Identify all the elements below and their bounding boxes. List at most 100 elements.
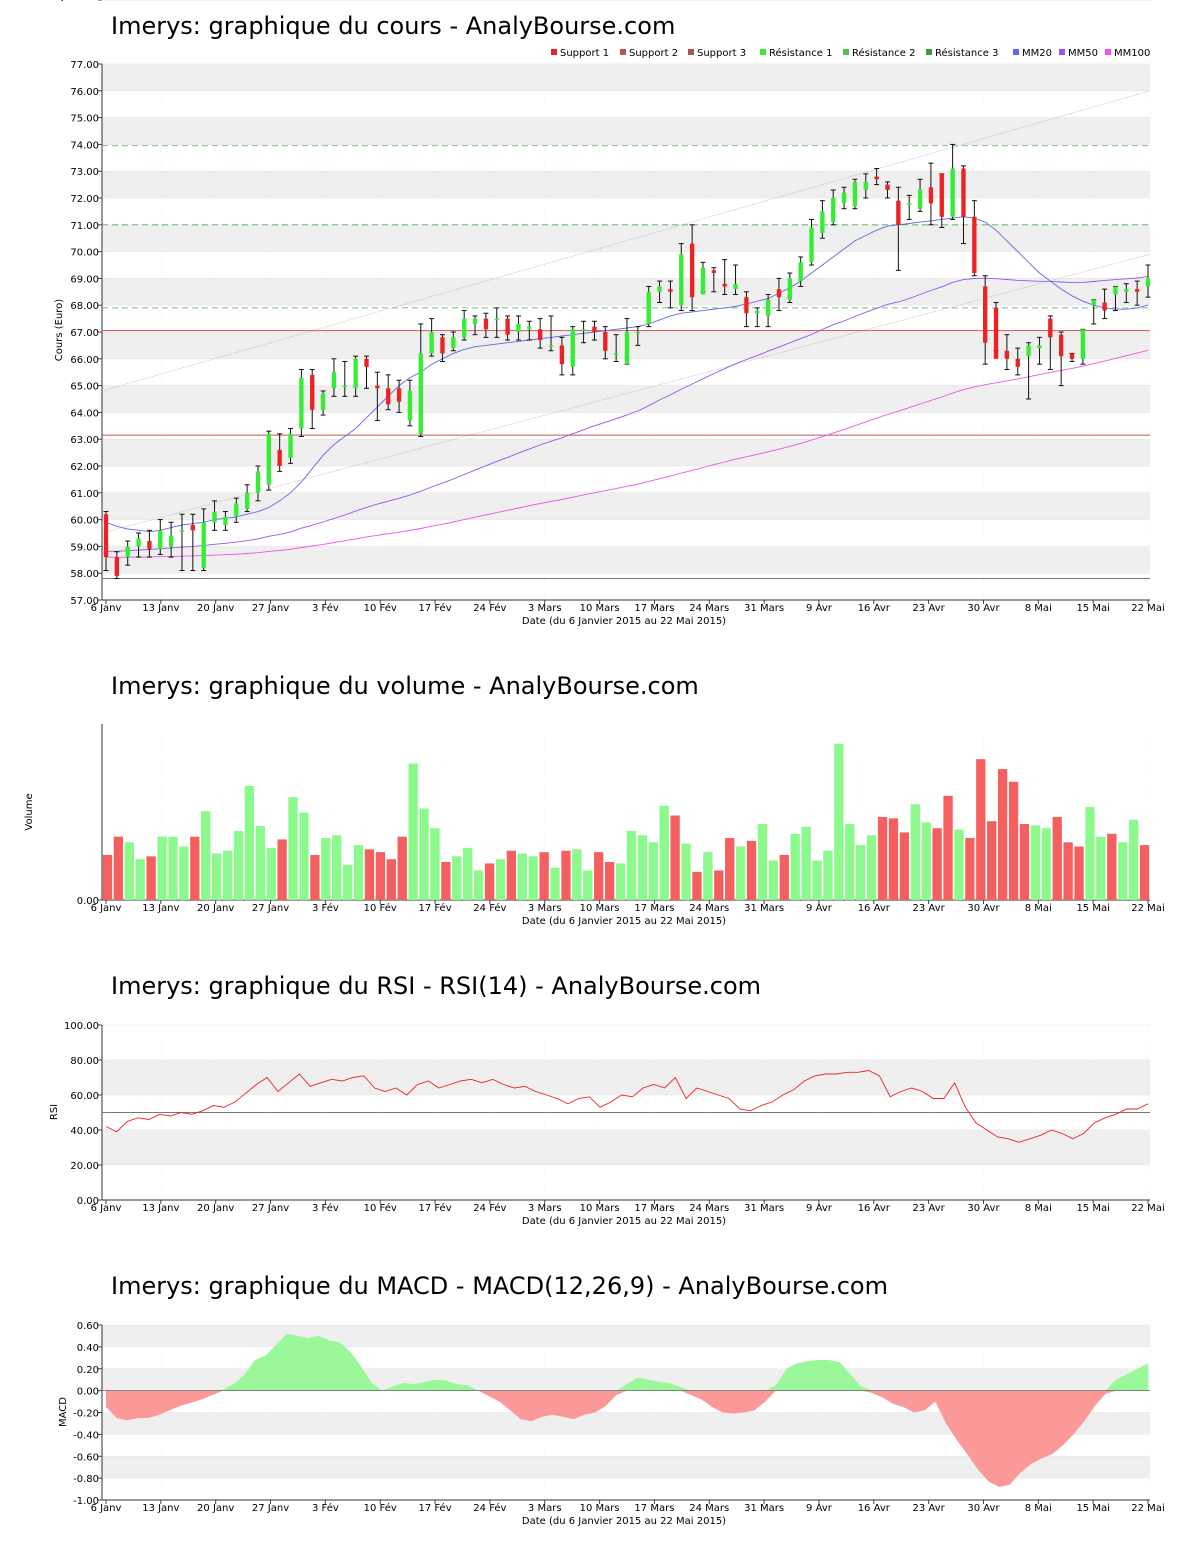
volume-bar [342,864,353,900]
grid-band [102,492,1150,520]
volume-bar [1008,781,1019,900]
volume-bar [517,853,527,900]
grid-band [102,224,1150,252]
volume-bar [277,839,287,900]
candle-up [234,503,239,517]
y-tick-label: 100,000.00 [42,0,99,3]
volume-bar [714,870,724,900]
candle-down [896,200,901,225]
x-tick-label: 16 Avr [858,1203,891,1214]
legend-label: Résistance 3 [935,47,998,59]
candle-up [158,530,163,550]
x-tick-label: 24 Fév [473,1202,506,1214]
candle-up [1124,289,1129,292]
y-tick-label: 68.00 [70,301,99,312]
volume-bar [430,828,440,900]
volume-bar [222,850,233,900]
legend-label: MM50 [1068,48,1098,59]
candle-down [1058,334,1064,357]
candle-down [396,388,402,402]
mm100-line [105,349,1149,558]
candle-up [570,329,575,367]
x-tick-label: 17 Fév [418,1502,451,1514]
x-tick-label: 31 Mars [744,1203,784,1214]
volume-bar [179,846,189,900]
candle-up [244,492,250,509]
legend-swatch [1013,49,1019,55]
x-tick-label: 13 Janv [142,1203,179,1214]
x-tick-label: 3 Mars [528,1203,562,1214]
price-plot-area: 57.00 58.00 59.00 60.00 61.00 62.00 63.00 64.00… [70,60,1164,614]
candle-up [1080,329,1086,359]
x-tick-label: 24 Mars [689,603,729,614]
volume-bar [233,831,244,900]
grid-band [102,1325,1150,1347]
volume-bar [779,854,789,900]
volume-bar [321,838,331,900]
candle-down [1048,318,1053,338]
volume-bar [353,845,364,900]
y-tick-label: 100.00 [64,1021,99,1032]
volume-bar [1085,807,1095,900]
x-tick-label: 27 Janv [252,903,289,914]
volume-bar [528,856,538,900]
candle-up [1091,299,1096,306]
candle-up [831,198,836,223]
candle-up [407,390,413,421]
y-tick-label: 0.20 [77,1365,99,1376]
x-tick-label: 15 Mai [1076,603,1109,614]
candle-up [1113,286,1118,295]
x-tick-label: 27 Janv [252,1503,289,1514]
y-tick-label: 58.00 [70,569,99,580]
rsi-chart: Imerys: graphique du RSI - RSI(14) - Ana… [49,972,1165,1227]
legend-label: Résistance 2 [852,47,915,59]
y-tick-label: -0.20 [73,1409,99,1420]
x-tick-label: 30 Avr [967,603,1000,614]
legend-label: Support 3 [697,48,746,59]
candle-down [103,514,109,558]
rsi-x-axis-label: Date (du 6 Janvier 2015 au 22 Mai 2015) [522,1216,726,1227]
x-tick-label: 3 Fév [312,1502,339,1514]
volume-bar [255,826,265,900]
candle-up [451,337,456,349]
x-tick-label: 13 Janv [142,603,179,614]
price-x-axis-label: Date (du 6 Janvier 2015 au 22 Mai 2015) [522,616,726,627]
x-tick-label: 30 Avr [967,1503,1000,1514]
candle-down [744,297,749,314]
volume-bar [856,845,866,900]
price-y-axis-label: Cours (Euro) [54,299,65,362]
y-tick-label: 65.00 [70,382,99,393]
candle-up [700,267,706,295]
candle-down [668,289,673,292]
y-tick-label: 67.00 [70,328,99,339]
y-tick-label: 80.00 [70,1056,99,1067]
x-tick-label: 15 Mai [1076,1503,1109,1514]
volume-bar [659,805,669,900]
grid-band [102,385,1150,413]
x-tick-label: 10 Mars [580,1203,620,1214]
candle-up [809,227,814,263]
volume-bar [812,860,822,900]
y-tick-label: 0.40 [77,1343,99,1354]
rsi-chart-title: Imerys: graphique du RSI - RSI(14) - Ana… [111,972,761,1000]
x-tick-label: 17 Fév [418,902,451,914]
rsi-plot-area: 0.00 20.00 40.00 60.00 80.00 100.00 6 Janv 13 J… [64,1021,1165,1214]
grid-band [102,64,1150,91]
volume-bar [801,826,811,900]
macd-y-axis-label: MACD [58,1397,69,1427]
x-tick-label: 13 Janv [142,1503,179,1514]
y-tick-label: 62.00 [70,462,99,473]
x-tick-label: 24 Mars [689,1503,729,1514]
x-tick-label: 27 Janv [252,1203,289,1214]
x-tick-label: 15 Mai [1076,903,1109,914]
candle-up [755,310,760,314]
grid-band [102,1456,1150,1479]
x-tick-label: 9 Avr [806,903,833,914]
candle-up [201,522,206,568]
y-tick-label: 77.00 [70,60,99,71]
x-tick-label: 9 Avr [806,1203,833,1214]
volume-bar [681,843,691,900]
legend-swatch [843,49,849,55]
x-tick-label: 16 Avr [858,603,891,614]
candle-up [917,189,923,209]
